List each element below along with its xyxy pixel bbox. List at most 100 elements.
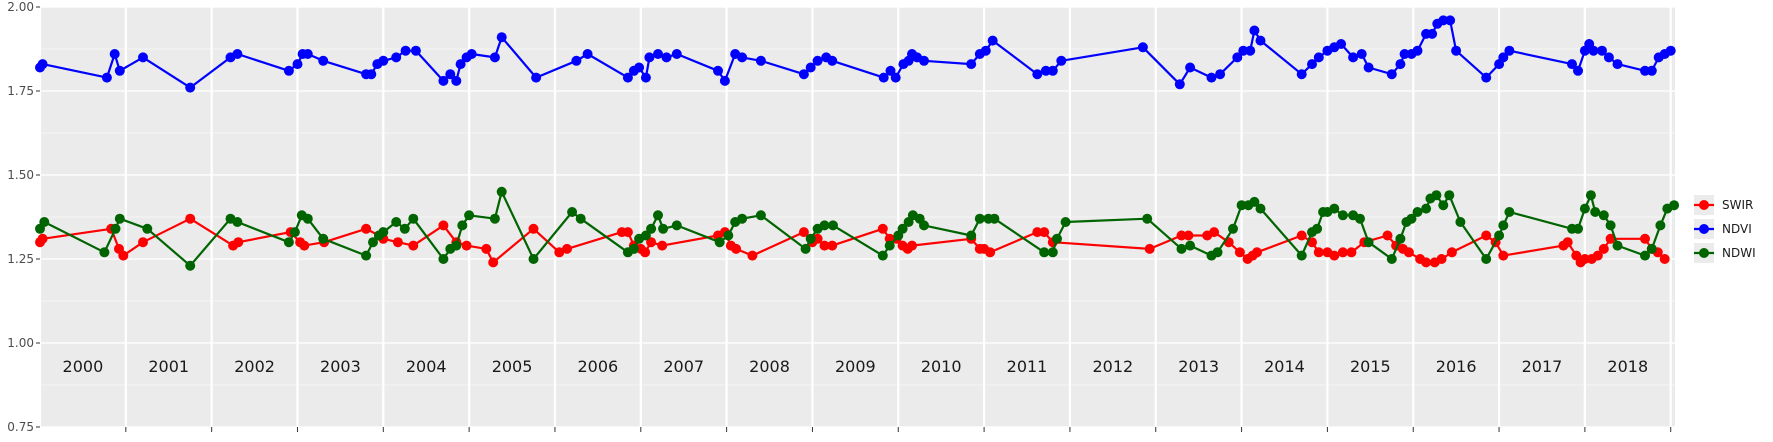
year-label: 2002 [234,357,275,376]
data-point-ndwi [1573,223,1583,234]
data-point-swir [812,233,823,244]
y-tick-label: 1.25 [7,252,34,266]
data-point-swir [554,247,565,258]
data-point-swir [731,243,742,254]
data-point-ndvi [1504,45,1515,56]
data-point-ndwi [1052,233,1062,244]
data-point-ndvi [1313,52,1324,63]
data-point-ndwi [897,223,908,234]
data-point-ndvi [827,55,838,66]
y-tick-label: 1.50 [7,168,34,182]
data-point-ndvi [1040,65,1051,76]
data-point-ndwi [1355,213,1365,224]
data-point-ndvi [1427,28,1438,39]
data-point-ndvi [1567,59,1577,70]
data-point-ndwi [828,220,838,231]
data-point-ndvi [919,55,929,66]
data-point-swir [528,223,539,234]
data-point-ndwi [1212,247,1223,258]
data-point-ndvi [451,75,462,86]
data-point-ndvi [1056,55,1067,66]
data-point-ndvi [798,69,809,80]
data-point-ndvi [1498,52,1509,63]
data-point-ndvi [1386,69,1397,80]
data-point-ndvi [410,45,421,56]
y-tick-label: 0.75 [7,420,34,434]
year-label: 2010 [921,357,962,376]
data-point-swir [1446,247,1457,258]
data-point-ndvi [1232,52,1243,63]
year-label: 2014 [1264,357,1305,376]
data-point-ndwi [1655,220,1666,231]
data-point-ndwi [714,237,725,248]
data-point-ndvi [805,62,816,73]
data-point-swir [1421,257,1432,268]
data-point-ndvi [1646,65,1657,76]
data-point-ndvi [1348,52,1359,63]
data-point-swir [233,237,244,248]
data-point-ndvi [1296,69,1307,80]
series-ndwi [35,186,1680,271]
data-point-ndwi [1185,240,1196,251]
data-point-swir [1337,247,1348,258]
data-point-ndwi [1047,247,1058,258]
legend-marker-swir [1699,200,1709,210]
data-point-ndwi [1612,240,1623,251]
data-point-ndvi [966,59,977,70]
data-point-swir [1659,254,1670,264]
data-point-ndwi [1255,203,1266,214]
data-point-ndvi [391,52,402,63]
data-point-swir [1346,247,1357,258]
data-point-ndwi [302,213,313,224]
data-point-swir [1481,230,1492,241]
year-label: 2018 [1607,357,1648,376]
data-point-ndwi [805,233,816,244]
data-point-swir [1032,227,1043,238]
data-point-ndwi [658,223,669,234]
data-point-ndwi [232,217,243,227]
y-tick-label: 2.00 [7,0,34,14]
data-point-ndvi [37,59,48,70]
data-point-ndvi [1185,62,1196,73]
data-point-ndvi [292,59,303,70]
data-point-ndvi [1665,45,1676,56]
data-point-ndwi [723,230,734,241]
data-point-swir [299,240,310,251]
data-point-ndvi [400,45,411,56]
data-point-ndwi [378,227,389,238]
data-point-ndvi [1336,39,1347,49]
series-ndvi [35,15,1676,93]
data-point-swir [118,250,129,261]
data-point-ndwi [1228,223,1238,234]
data-point-ndwi [1039,247,1050,258]
data-point-ndvi [438,75,449,86]
data-point-ndwi [99,247,110,258]
data-point-ndvi [1249,25,1260,36]
data-point-ndwi [919,220,929,231]
data-point-ndvi [302,49,313,59]
data-point-ndwi [966,230,977,241]
legend-label-swir: SWIR [1722,198,1753,212]
data-point-ndwi [1395,233,1406,244]
data-point-ndwi [1598,210,1609,221]
data-point-ndwi [737,213,748,224]
data-point-swir [1498,250,1509,261]
data-point-swir [1640,233,1650,244]
data-point-ndwi [1585,190,1596,201]
data-point-ndwi [1176,243,1187,254]
legend-label-ndvi: NDVI [1722,222,1752,236]
y-tick-label: 1.75 [7,84,34,98]
data-point-ndwi [575,213,586,224]
data-point-ndvi [980,45,991,56]
data-point-ndvi [1356,49,1367,59]
data-point-ndvi [109,49,120,59]
year-label: 2009 [835,357,876,376]
data-point-swir [907,240,917,251]
data-point-ndvi [1612,59,1623,70]
data-point-ndwi [1431,190,1442,201]
data-point-swir [185,213,196,224]
data-point-swir [481,243,492,254]
data-point-ndvi [1032,69,1043,80]
